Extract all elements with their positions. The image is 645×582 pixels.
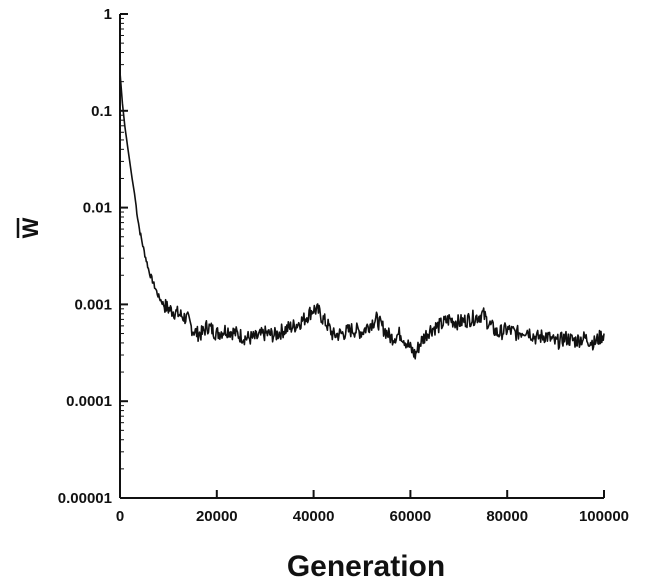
series <box>119 72 605 360</box>
y-axis-label: W <box>18 217 43 238</box>
x-tick-label: 60000 <box>390 508 432 525</box>
ticks <box>119 13 605 499</box>
x-tick-label: 100000 <box>579 508 629 525</box>
y-tick-label: 0.001 <box>74 296 112 313</box>
y-tick-label: 0.01 <box>83 200 112 217</box>
tick-labels: 0 20000 40000 60000 80000 100000 0.00001 0.0001… <box>58 6 629 525</box>
x-axis-label: Generation <box>287 550 445 582</box>
series-line <box>119 72 605 360</box>
x-tick-label: 0 <box>116 508 124 525</box>
y-tick-label: 0.0001 <box>66 393 112 410</box>
y-axis-label-group: W <box>16 217 43 238</box>
y-tick-label: 1 <box>104 6 112 23</box>
y-tick-label: 0.00001 <box>58 490 112 507</box>
x-tick-label: 80000 <box>486 508 528 525</box>
x-tick-label: 20000 <box>196 508 238 525</box>
y-tick-label: 0.1 <box>91 103 112 120</box>
axes <box>119 14 604 499</box>
x-tick-label: 40000 <box>293 508 335 525</box>
